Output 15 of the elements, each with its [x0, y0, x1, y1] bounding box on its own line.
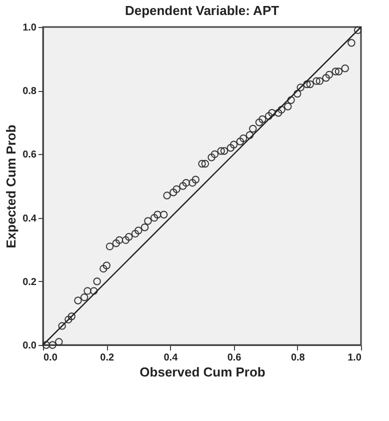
x-axis-title: Observed Cum Prob [140, 364, 266, 380]
x-tick-label: 0.0 [44, 352, 58, 364]
y-tick-label: 1.0 [22, 22, 37, 34]
y-tick-label: 0.6 [22, 150, 37, 161]
y-tick-label: 0.8 [22, 86, 37, 98]
x-tick-label: 0.6 [227, 352, 242, 364]
chart-title: Dependent Variable: APT [124, 3, 280, 18]
x-tick-label: 0.8 [290, 352, 306, 364]
y-axis-title: Expected Cum Prob [4, 124, 19, 248]
y-tick-label: 0.4 [22, 213, 37, 224]
y-tick-label: 0.0 [22, 340, 37, 352]
x-tick-label: 0.2 [100, 352, 114, 364]
x-tick-label: 1.0 [348, 352, 362, 364]
x-tick-label: 0.4 [164, 352, 178, 364]
y-tick-label: 0.2 [22, 276, 37, 288]
